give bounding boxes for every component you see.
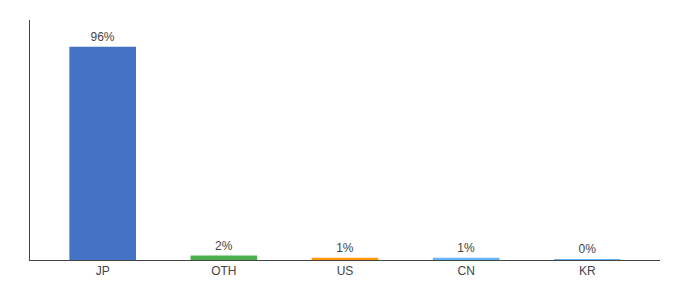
svg-text:JP: JP (96, 264, 110, 278)
svg-text:1%: 1% (336, 241, 354, 255)
svg-text:OTH: OTH (211, 264, 236, 278)
svg-text:CN: CN (457, 264, 474, 278)
svg-text:2%: 2% (215, 239, 233, 253)
svg-text:96%: 96% (91, 30, 115, 44)
svg-text:US: US (337, 264, 354, 278)
svg-text:0%: 0% (578, 242, 596, 256)
svg-text:KR: KR (579, 264, 596, 278)
svg-text:1%: 1% (457, 241, 475, 255)
